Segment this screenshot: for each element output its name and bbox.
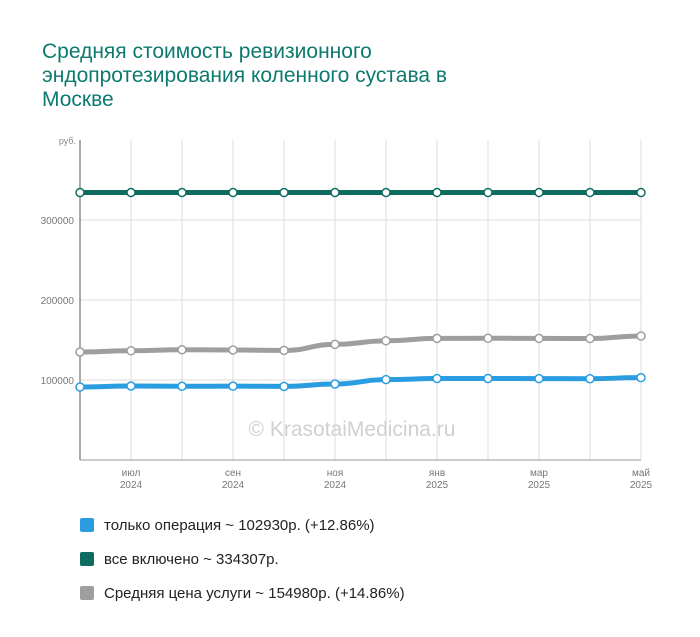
data-point-series-1: [534, 187, 544, 198]
data-point-series-1: [585, 187, 595, 198]
x-tick-label-month: ноя: [327, 468, 344, 479]
data-point-series-1: [330, 187, 340, 198]
y-tick-label: 200000: [41, 296, 75, 307]
chart-title-line-2: эндопротезирования коленного сустава в: [42, 64, 448, 87]
x-tick-label-month: мар: [530, 468, 548, 479]
data-point-series-1: [126, 187, 136, 198]
data-point-series-1: [228, 187, 238, 198]
x-tick-label-month: май: [632, 468, 650, 479]
x-tick-label-year: 2025: [630, 480, 653, 491]
data-point-series-2: [432, 333, 442, 344]
x-tick-label-month: янв: [429, 468, 445, 479]
x-tick-label-year: 2025: [426, 480, 449, 491]
series-line-2: [77, 333, 644, 355]
data-point-series-0: [330, 379, 340, 389]
x-tick-label-year: 2024: [120, 480, 143, 491]
x-tick-label-month: июл: [122, 468, 141, 479]
data-point-series-2: [228, 345, 238, 355]
data-point-series-1: [483, 187, 493, 198]
data-point-series-1: [432, 187, 442, 198]
data-point-series-2: [636, 331, 646, 341]
data-point-series-2: [381, 336, 391, 346]
data-point-series-0: [585, 373, 595, 384]
x-tick-label-year: 2024: [222, 480, 245, 491]
data-point-series-0: [279, 381, 289, 392]
legend: только операция ~ 102930р. (+12.86%) все…: [80, 508, 405, 610]
data-point-series-0: [483, 373, 493, 384]
legend-item-all-inclusive[interactable]: все включено ~ 334307р.: [80, 542, 405, 576]
data-point-series-1: [177, 187, 187, 198]
legend-label-average: Средняя цена услуги ~ 154980р. (+14.86%): [104, 584, 405, 602]
data-point-series-0: [432, 373, 442, 384]
data-point-series-2: [126, 346, 136, 356]
legend-label-operation: только операция ~ 102930р. (+12.86%): [104, 516, 375, 534]
legend-label-all-inclusive: все включено ~ 334307р.: [104, 550, 279, 568]
data-point-series-2: [75, 347, 85, 357]
legend-item-operation[interactable]: только операция ~ 102930р. (+12.86%): [80, 508, 405, 542]
chart-title-line-3: Москве: [42, 88, 114, 111]
data-point-series-2: [330, 339, 340, 350]
data-point-series-2: [585, 333, 595, 344]
x-tick-label-year: 2025: [528, 480, 551, 491]
data-point-series-2: [534, 333, 544, 344]
data-point-series-1: [636, 187, 646, 198]
data-point-series-0: [126, 381, 136, 391]
legend-swatch-average: [80, 586, 94, 600]
data-point-series-1: [75, 187, 85, 198]
legend-swatch-all-inclusive: [80, 552, 94, 566]
watermark: © KrasotaiMedicina.ru: [249, 418, 456, 441]
data-point-series-0: [381, 374, 391, 385]
data-point-series-2: [279, 345, 289, 356]
data-point-series-1: [279, 187, 289, 198]
series-line-0: [77, 375, 644, 390]
data-point-series-0: [534, 373, 544, 384]
legend-item-average[interactable]: Средняя цена услуги ~ 154980р. (+14.86%): [80, 576, 405, 610]
chart-title-line-1: Средняя стоимость ревизионного: [42, 40, 372, 63]
data-point-series-1: [381, 187, 391, 198]
data-point-series-0: [75, 382, 85, 392]
data-point-series-2: [483, 333, 493, 343]
y-axis-unit-label: руб.: [59, 136, 76, 146]
chart-title: Средняя стоимость ревизионного эндопроте…: [42, 40, 562, 112]
data-point-series-0: [228, 381, 238, 391]
data-point-series-0: [177, 381, 187, 391]
y-tick-label: 100000: [41, 376, 75, 387]
y-tick-label: 300000: [41, 216, 75, 227]
line-chart: руб.100000200000300000июл2024сен2024ноя2…: [41, 136, 653, 491]
data-point-series-2: [177, 345, 187, 355]
x-tick-label-year: 2024: [324, 480, 347, 491]
x-tick-label-month: сен: [225, 468, 241, 479]
data-point-series-0: [636, 372, 646, 383]
legend-swatch-operation: [80, 518, 94, 532]
